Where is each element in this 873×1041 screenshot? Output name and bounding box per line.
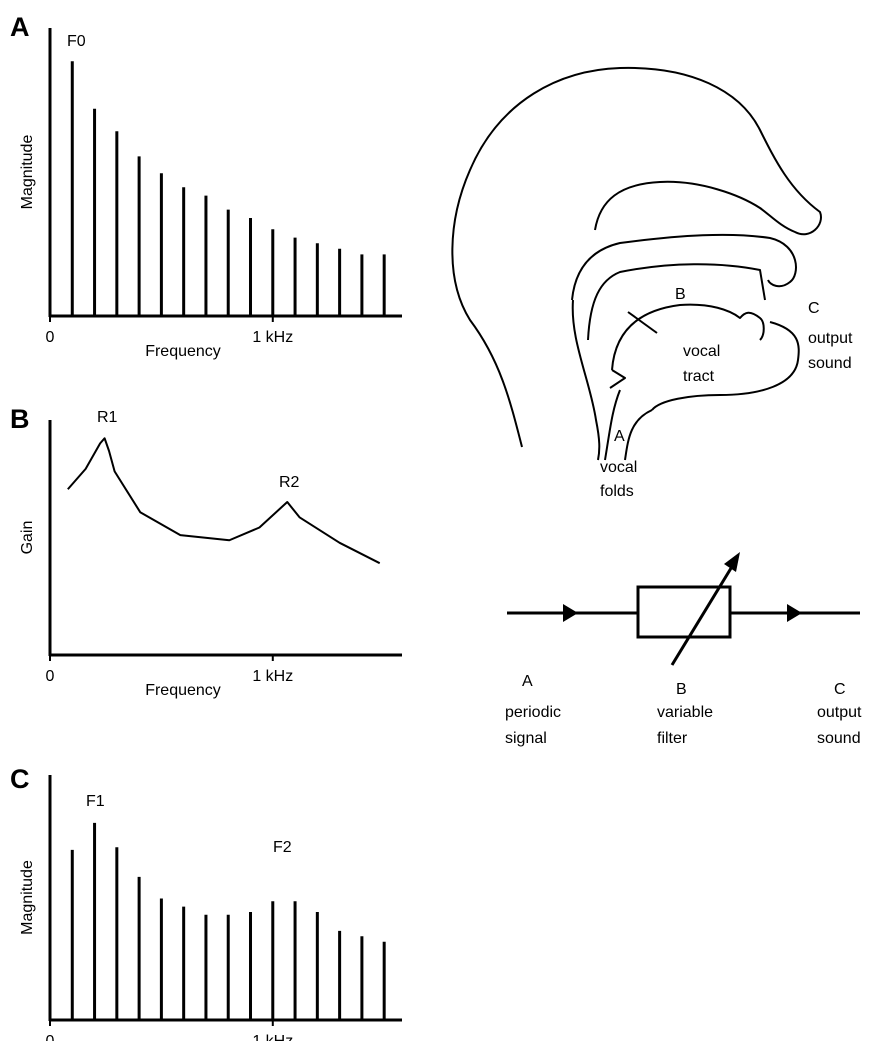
pointer-line [627, 311, 658, 334]
throat [571, 299, 653, 461]
head-label-line: output [808, 330, 853, 347]
x-tick-label: 1 kHz [252, 329, 293, 346]
panel-letter: C [10, 764, 30, 794]
filter-label-line: variable [657, 704, 713, 721]
filter-label-line: periodic [505, 704, 561, 721]
x-tick-label: 0 [46, 1033, 55, 1041]
x-axis-label: Frequency [145, 682, 221, 699]
filter-label-line: sound [817, 730, 861, 747]
head-diagram: B C output sound vocal tract A vocal fol… [451, 66, 853, 500]
arrowhead [563, 604, 578, 622]
head-label-letter: B [675, 286, 686, 303]
peak-label: R1 [97, 409, 118, 426]
head-label-line: folds [600, 483, 634, 500]
head-label-line: vocal [683, 343, 720, 360]
filter-diagram: A periodic signal B variable filter C ou… [505, 552, 862, 747]
filter-label-line: filter [657, 730, 688, 747]
x-tick-label: 0 [46, 668, 55, 685]
arrowhead [787, 604, 802, 622]
panel-letter: B [10, 404, 30, 434]
head-outline [451, 66, 822, 448]
arrowhead [724, 552, 740, 572]
head-label-line: tract [683, 368, 715, 385]
x-tick-label: 0 [46, 329, 55, 346]
y-axis-label: Gain [19, 521, 36, 555]
filter-label-line: output [817, 704, 862, 721]
head-label-line: vocal [600, 459, 637, 476]
peak-label: R2 [279, 474, 300, 491]
panel-letter: A [10, 12, 30, 42]
y-axis-label: Magnitude [19, 860, 36, 935]
palate-inner [587, 263, 766, 341]
x-tick-label: 1 kHz [252, 668, 293, 685]
peak-label: F1 [86, 793, 105, 810]
head-label-letter: A [614, 428, 625, 445]
peak-label: F0 [67, 33, 86, 50]
filter-label-letter: C [834, 681, 846, 698]
x-tick-label: 1 kHz [252, 1033, 293, 1041]
y-axis-label: Magnitude [19, 135, 36, 210]
filter-label-line: signal [505, 730, 547, 747]
head-label-line: sound [808, 355, 852, 372]
filter-label-letter: A [522, 673, 533, 690]
filter-label-letter: B [676, 681, 687, 698]
variable-arrow [670, 559, 738, 666]
palate [571, 233, 797, 301]
peak-label: F2 [273, 839, 292, 856]
head-label-letter: C [808, 300, 820, 317]
gain-curve [67, 437, 381, 565]
x-axis-label: Frequency [145, 343, 221, 360]
